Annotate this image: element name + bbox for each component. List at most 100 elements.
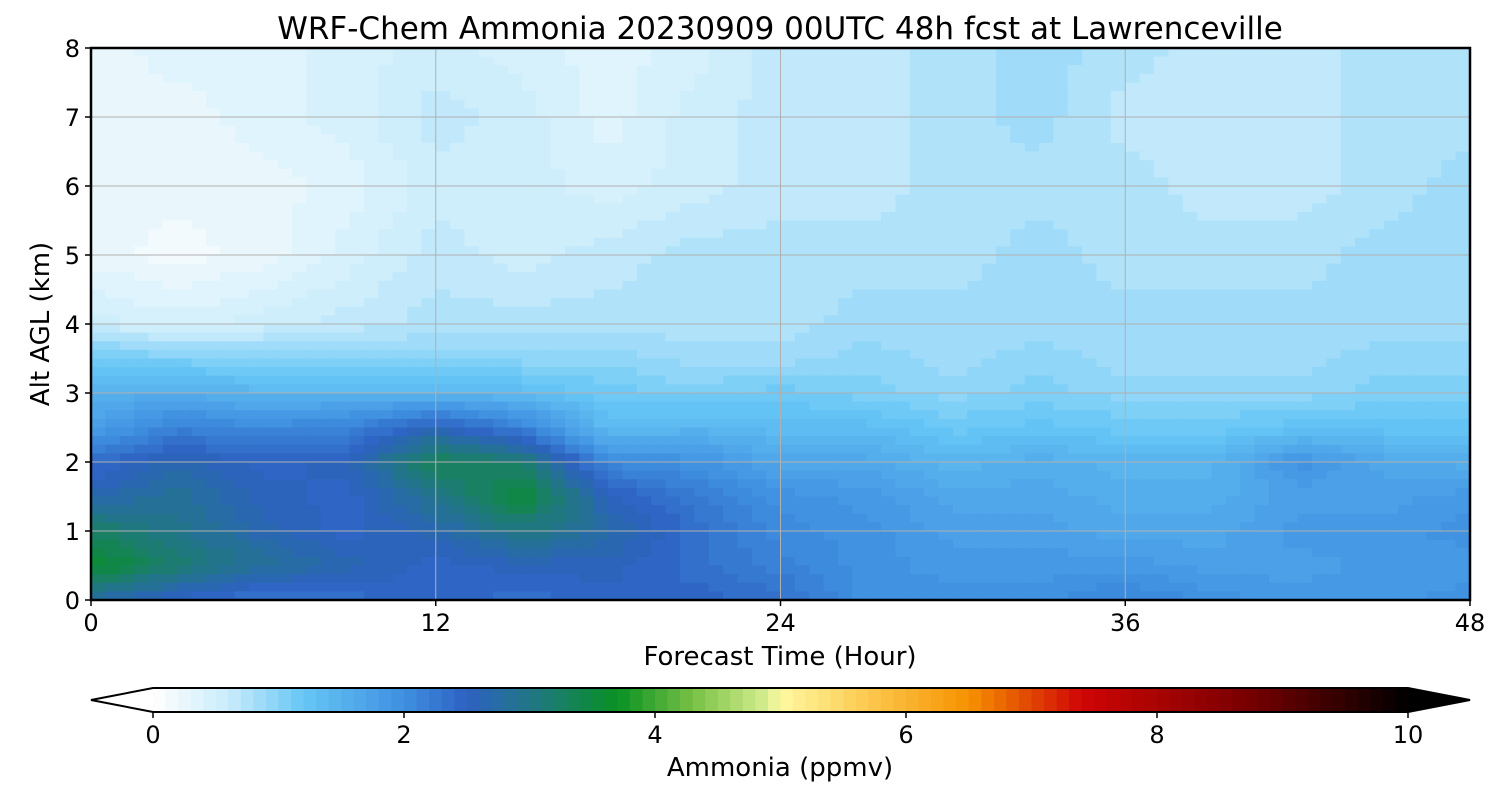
field-cell xyxy=(378,237,394,247)
field-cell xyxy=(1355,263,1371,273)
field-cell xyxy=(493,134,509,144)
field-cell xyxy=(450,401,466,411)
field-cell xyxy=(1096,427,1112,437)
field-cell xyxy=(234,73,250,84)
field-cell xyxy=(780,462,796,472)
field-cell xyxy=(694,177,710,187)
field-cell xyxy=(1297,160,1313,170)
field-cell xyxy=(407,479,422,489)
field-cell xyxy=(493,393,509,403)
field-cell xyxy=(1225,134,1241,144)
field-cell xyxy=(493,272,509,282)
field-cell xyxy=(1082,272,1098,282)
field-cell xyxy=(837,444,853,454)
field-cell xyxy=(1268,479,1284,489)
field-cell xyxy=(1369,358,1385,368)
field-cell xyxy=(1412,237,1428,247)
field-cell xyxy=(320,177,336,187)
field-cell xyxy=(320,91,336,101)
field-cell xyxy=(995,255,1011,265)
field-cell xyxy=(1297,375,1313,385)
field-cell xyxy=(766,142,782,153)
field-cell xyxy=(1096,332,1112,342)
field-cell xyxy=(1197,470,1213,480)
field-cell xyxy=(162,332,178,342)
field-cell xyxy=(981,160,997,170)
field-cell xyxy=(177,367,193,377)
field-cell xyxy=(378,220,394,230)
field-cell xyxy=(320,255,336,265)
field-cell xyxy=(565,418,580,429)
field-cell xyxy=(1426,220,1442,230)
field-cell xyxy=(622,332,638,342)
field-cell xyxy=(1096,125,1112,135)
field-cell xyxy=(249,91,264,101)
field-cell xyxy=(191,177,207,187)
field-cell xyxy=(1110,160,1126,170)
field-cell xyxy=(852,263,868,273)
field-cell xyxy=(651,462,667,472)
field-cell xyxy=(306,211,322,222)
field-cell xyxy=(450,65,466,75)
field-cell xyxy=(1326,444,1342,454)
field-cell xyxy=(550,134,566,144)
field-cell xyxy=(1039,186,1055,196)
field-cell xyxy=(636,108,652,118)
field-cell xyxy=(1168,306,1184,316)
field-cell xyxy=(636,453,652,463)
field-cell xyxy=(938,82,954,92)
field-cell xyxy=(1355,280,1371,291)
field-cell xyxy=(1240,48,1256,58)
field-cell xyxy=(1254,289,1270,299)
field-cell xyxy=(478,401,494,411)
field-cell xyxy=(1398,341,1414,351)
field-cell xyxy=(1139,332,1155,342)
field-cell xyxy=(1225,194,1241,204)
field-cell xyxy=(363,73,379,84)
field-cell xyxy=(579,65,595,75)
field-cell xyxy=(162,151,178,161)
field-cell xyxy=(952,315,968,325)
field-cell xyxy=(995,263,1011,273)
field-cell xyxy=(306,56,322,66)
field-cell xyxy=(766,349,782,360)
field-cell xyxy=(205,48,221,58)
field-cell xyxy=(162,229,178,239)
field-cell xyxy=(723,56,738,66)
field-cell xyxy=(866,289,882,299)
field-cell xyxy=(766,246,782,256)
field-cell xyxy=(1240,436,1256,446)
field-cell xyxy=(708,384,724,394)
field-cell xyxy=(191,272,207,282)
field-cell xyxy=(1426,444,1442,454)
field-cell xyxy=(263,436,279,446)
field-cell xyxy=(837,82,853,92)
field-cell xyxy=(220,82,236,92)
field-cell xyxy=(234,82,250,92)
field-cell xyxy=(105,142,121,153)
field-cell xyxy=(1383,160,1399,170)
field-cell xyxy=(780,479,796,489)
field-cell xyxy=(119,306,135,316)
field-cell xyxy=(881,48,897,58)
field-cell xyxy=(507,211,523,222)
field-cell xyxy=(708,272,724,282)
field-cell xyxy=(220,56,236,66)
field-cell xyxy=(191,82,207,92)
field-cell xyxy=(723,117,738,127)
field-cell xyxy=(694,220,710,230)
field-cell xyxy=(1311,462,1327,472)
field-cell xyxy=(981,211,997,222)
field-cell xyxy=(1182,125,1198,135)
field-cell xyxy=(694,99,710,109)
field-cell xyxy=(478,410,494,420)
field-cell xyxy=(794,358,810,368)
field-cell xyxy=(1139,453,1155,463)
field-cell xyxy=(1082,487,1098,498)
field-cell xyxy=(507,384,523,394)
field-cell xyxy=(995,117,1011,127)
field-cell xyxy=(536,332,552,342)
field-cell xyxy=(91,134,106,144)
field-cell xyxy=(780,358,796,368)
field-cell xyxy=(1426,237,1442,247)
